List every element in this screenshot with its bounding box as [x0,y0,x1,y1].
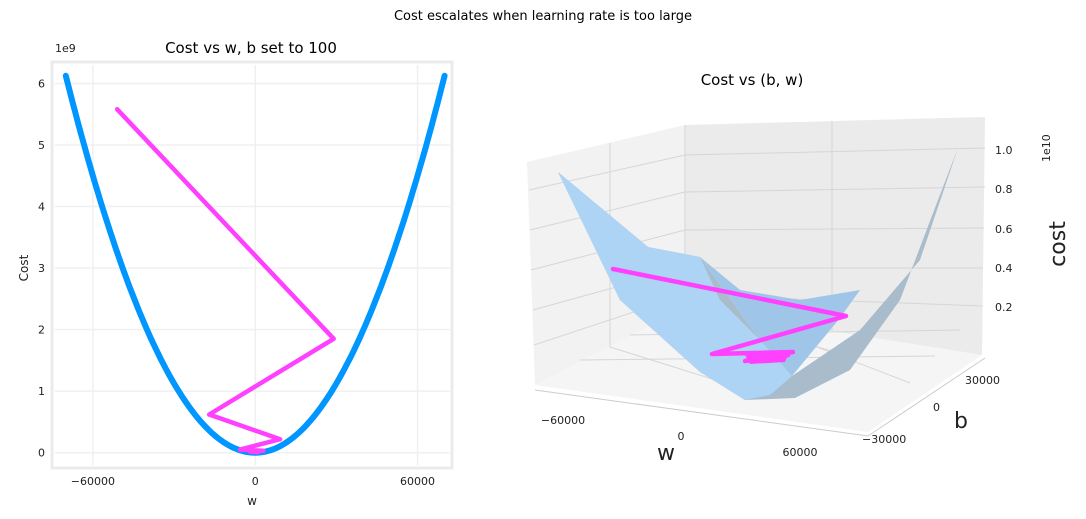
y-tick-label: 4 [38,201,45,214]
left-series [62,72,448,456]
z-tick-label: 1.0 [995,144,1013,157]
z-tick-label: 0.2 [995,301,1013,314]
b-axis-label: b [954,409,968,434]
x-tick-label: −60000 [71,475,115,488]
z-tick-label: 0.6 [995,223,1013,236]
left-grid [55,65,450,465]
y-tick-label: 1 [38,385,45,398]
left-ticks: −60000 0 60000 0 1 2 3 4 5 6 [38,77,435,488]
surface-light [558,172,792,400]
right-chart: Cost vs (b, w) [527,71,1071,466]
y-tick-label: 2 [38,324,45,337]
y-tick-label: 6 [38,77,45,90]
b-axis-line [867,357,986,437]
descent-path-line [114,107,336,455]
surface-mid [700,257,860,376]
z-axis-label: cost [1046,221,1071,267]
y-tick-label: 5 [38,139,45,152]
z-tick-label: 0.8 [995,183,1013,196]
w-tick-label: −60000 [541,414,585,427]
left-ylabel: Cost [17,254,31,281]
surface-descent-cluster [745,350,790,364]
b-tick-label: 30000 [965,374,1000,387]
w-tick-label: 0 [678,430,685,443]
y-tick-label: 3 [38,262,45,275]
y-tick-label: 0 [38,447,45,460]
w-axis-label: w [657,441,675,466]
left-chart-title: Cost vs w, b set to 100 [165,39,337,57]
figure-suptitle: Cost escalates when learning rate is too… [394,9,692,24]
y-offset-label: 1e9 [55,42,76,55]
x-tick-label: 60000 [400,475,435,488]
z-offset-label: 1e10 [1040,134,1053,162]
surface-descent-path [610,266,849,364]
surface-dark [558,148,958,400]
w-axis-line [534,389,869,437]
b-tick-label: 0 [933,401,940,414]
left-xlabel: w [247,494,257,508]
left-chart: Cost vs w, b set to 100 1e9 −60000 0 60000… [17,39,454,508]
b-tick-label: −30000 [862,433,906,446]
w-tick-label: 60000 [783,446,818,459]
x-tick-label: 0 [252,475,259,488]
z-tick-label: 0.4 [995,262,1013,275]
right-chart-title: Cost vs (b, w) [701,71,804,89]
